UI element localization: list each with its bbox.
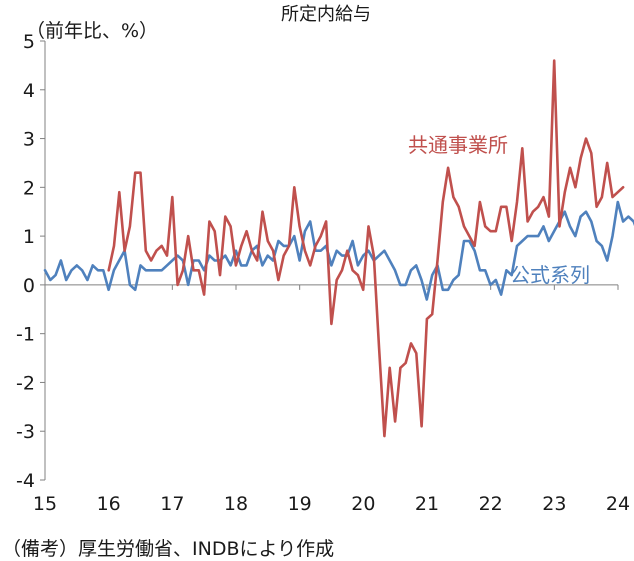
y-tick-label: 2 bbox=[23, 177, 35, 199]
y-tick-label: 0 bbox=[23, 275, 35, 297]
x-tick-label: 16 bbox=[97, 493, 121, 515]
series-line-koshiki bbox=[43, 200, 634, 301]
x-tick-label: 17 bbox=[160, 493, 184, 515]
x-tick-label: 20 bbox=[351, 493, 375, 515]
x-tick-label: 21 bbox=[415, 493, 439, 515]
y-tick-label: -3 bbox=[16, 421, 35, 443]
y-tick-label: 4 bbox=[23, 80, 35, 102]
x-tick-label: 23 bbox=[542, 493, 566, 515]
y-tick-label: 3 bbox=[23, 129, 35, 151]
y-tick-label: 1 bbox=[23, 226, 35, 248]
y-tick-label: 5 bbox=[23, 31, 35, 53]
chart-title: 所定内給与 bbox=[281, 4, 371, 25]
x-tick-label: 18 bbox=[224, 493, 248, 515]
y-tick-label: -2 bbox=[16, 372, 35, 394]
series-label-kyotsu: 共通事業所 bbox=[408, 133, 508, 157]
y-tick-label: -4 bbox=[16, 470, 35, 492]
x-tick-label: 19 bbox=[288, 493, 312, 515]
x-tick-label: 15 bbox=[33, 493, 57, 515]
source-note: （備考）厚生労働省、INDBにより作成 bbox=[2, 538, 335, 560]
series-label-koshiki: 公式系列 bbox=[510, 263, 590, 287]
y-tick-label: -1 bbox=[16, 324, 35, 346]
series-line-kyotsu bbox=[107, 59, 625, 438]
x-tick-label: 22 bbox=[479, 493, 503, 515]
x-tick-label: 24 bbox=[606, 493, 630, 515]
y-axis-label: （前年比、%） bbox=[26, 20, 158, 42]
